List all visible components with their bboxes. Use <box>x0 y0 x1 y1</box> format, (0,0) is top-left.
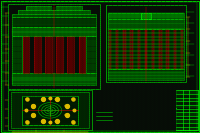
Bar <box>26 7 82 10</box>
Bar <box>23 36 29 73</box>
Bar <box>130 29 133 69</box>
Bar <box>12 27 96 36</box>
Bar <box>12 17 96 27</box>
Bar <box>141 13 151 19</box>
Bar <box>109 29 111 69</box>
Bar <box>22 96 78 125</box>
Bar <box>22 96 78 125</box>
Bar <box>108 69 184 80</box>
Bar <box>166 29 169 69</box>
Bar <box>138 29 140 69</box>
Bar <box>79 36 85 73</box>
Bar <box>34 36 41 73</box>
Bar <box>108 13 184 19</box>
Bar <box>138 29 140 69</box>
Bar <box>181 29 183 69</box>
Bar <box>130 29 133 69</box>
Bar <box>56 36 63 73</box>
Bar <box>176 98 198 101</box>
Bar <box>109 29 111 69</box>
Bar <box>12 73 96 85</box>
Bar <box>174 29 176 69</box>
Bar <box>12 17 96 27</box>
Bar <box>108 29 184 69</box>
Bar <box>12 27 96 36</box>
Bar <box>166 29 169 69</box>
Bar <box>86 36 96 73</box>
Bar <box>116 29 118 69</box>
Bar <box>12 14 96 17</box>
Bar <box>176 116 198 119</box>
Bar <box>176 119 198 123</box>
Bar <box>18 10 90 14</box>
Bar <box>12 36 22 73</box>
Bar <box>8 90 92 130</box>
Bar <box>18 10 90 14</box>
Bar <box>176 90 198 130</box>
Bar <box>176 101 198 105</box>
Bar <box>11 92 89 128</box>
Bar <box>174 29 176 69</box>
Bar <box>11 92 89 128</box>
Bar <box>12 36 22 73</box>
Bar <box>67 36 74 73</box>
Bar <box>123 29 126 69</box>
Bar <box>12 14 96 17</box>
Bar <box>56 36 63 73</box>
Bar <box>145 29 147 69</box>
Bar <box>108 29 184 69</box>
Bar <box>181 29 183 69</box>
Bar <box>159 29 162 69</box>
Bar <box>79 36 85 73</box>
Bar <box>176 109 198 112</box>
Bar <box>34 36 41 73</box>
Bar <box>176 127 198 130</box>
Bar <box>23 36 29 73</box>
Bar <box>45 36 52 73</box>
Bar <box>176 105 198 108</box>
Bar <box>108 19 184 29</box>
Bar <box>152 29 154 69</box>
Bar <box>116 29 118 69</box>
Bar <box>176 123 198 127</box>
Bar <box>145 29 147 69</box>
Bar <box>108 69 184 80</box>
Bar <box>106 5 186 82</box>
Bar <box>86 36 96 73</box>
Bar <box>8 4 100 89</box>
Bar <box>45 36 52 73</box>
Bar <box>52 6 56 10</box>
Bar <box>67 36 74 73</box>
Bar <box>152 29 154 69</box>
Bar <box>12 73 96 85</box>
Bar <box>176 112 198 116</box>
Bar <box>159 29 162 69</box>
Bar <box>108 19 184 29</box>
Bar <box>108 13 184 19</box>
Bar <box>176 90 198 94</box>
Bar <box>141 13 151 19</box>
Bar <box>26 6 82 10</box>
Bar <box>176 94 198 98</box>
Bar <box>123 29 126 69</box>
